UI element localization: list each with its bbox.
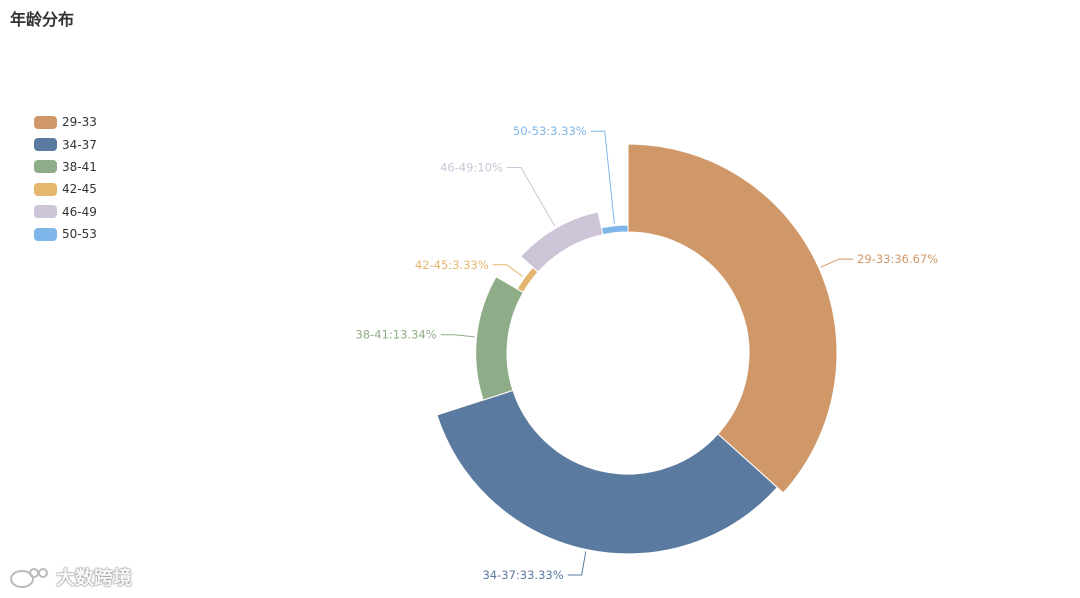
label-leader-line — [506, 166, 556, 227]
label-leader-line — [440, 334, 475, 338]
pie-slice-38-41[interactable] — [475, 276, 524, 401]
legend-label: 42-45 — [62, 182, 97, 197]
data-label-29-33: 29-33:36.67% — [857, 252, 938, 266]
chart-legend: 29-33 34-37 38-41 42-45 46-49 50-53 — [34, 111, 97, 245]
legend-item-38-41[interactable]: 38-41 — [34, 156, 97, 178]
legend-item-42-45[interactable]: 42-45 — [34, 178, 97, 200]
legend-item-29-33[interactable]: 29-33 — [34, 111, 97, 133]
pie-slice-46-49[interactable] — [520, 211, 604, 273]
pie-slice-42-45[interactable] — [516, 266, 539, 294]
legend-swatch — [34, 115, 57, 129]
pie-slice-29-33[interactable] — [627, 143, 838, 494]
legend-label: 29-33 — [62, 115, 97, 130]
data-label-38-41: 38-41:13.34% — [355, 328, 436, 342]
watermark-text: 大数跨境 — [56, 567, 133, 589]
pie-slice-50-53[interactable] — [600, 224, 629, 236]
data-label-46-49: 46-49:10% — [440, 160, 503, 174]
legend-swatch — [34, 138, 57, 152]
chart-title: 年龄分布 — [10, 10, 75, 29]
watermark: 大数跨境 — [8, 563, 132, 590]
legend-label: 46-49 — [62, 204, 97, 219]
legend-swatch — [34, 205, 57, 219]
weibo-logo-icon — [10, 567, 48, 588]
legend-swatch — [34, 160, 57, 174]
data-label-42-45: 42-45:3.33% — [415, 258, 489, 272]
legend-item-46-49[interactable]: 46-49 — [34, 201, 97, 223]
label-leader-line — [567, 551, 587, 576]
label-leader-line — [820, 258, 854, 268]
legend-label: 34-37 — [62, 137, 97, 152]
label-leader-line — [590, 130, 615, 224]
data-label-34-37: 34-37:33.33% — [482, 568, 563, 582]
legend-label: 50-53 — [62, 227, 97, 242]
legend-item-50-53[interactable]: 50-53 — [34, 223, 97, 245]
legend-swatch — [34, 227, 57, 241]
label-leader-line — [492, 264, 524, 277]
data-label-50-53: 50-53:3.33% — [513, 124, 587, 138]
legend-label: 38-41 — [62, 159, 97, 174]
pie-slice-34-37[interactable] — [436, 389, 778, 555]
legend-item-34-37[interactable]: 34-37 — [34, 133, 97, 155]
legend-swatch — [34, 182, 57, 196]
